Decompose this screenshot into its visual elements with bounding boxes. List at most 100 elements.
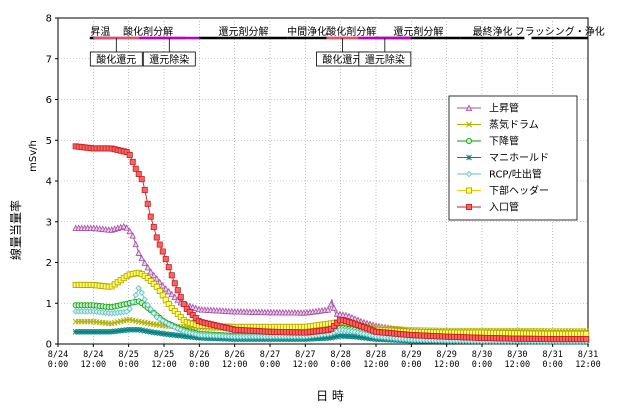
y-tick-label: 8 bbox=[46, 14, 52, 25]
phase-label: 昇温 bbox=[90, 26, 110, 38]
series-layer bbox=[72, 143, 590, 345]
x-tick-time: 0:00 bbox=[472, 360, 492, 370]
legend-label: マニホールド bbox=[489, 152, 549, 164]
data-point bbox=[138, 176, 145, 183]
phase-label: 還元剤分解 bbox=[393, 25, 443, 38]
x-tick-date: 8/30 bbox=[507, 350, 527, 360]
data-point bbox=[171, 293, 179, 300]
data-point bbox=[171, 308, 178, 315]
data-point bbox=[156, 241, 163, 248]
data-point bbox=[135, 249, 142, 256]
y-tick-label: 4 bbox=[46, 177, 52, 188]
data-point bbox=[180, 301, 187, 308]
legend-entry: マニホールド bbox=[457, 152, 549, 164]
series-square-filled bbox=[72, 143, 590, 343]
x-tick-time: 12:00 bbox=[363, 360, 389, 370]
legend-entry: 下降管 bbox=[457, 135, 519, 148]
data-point bbox=[156, 315, 163, 323]
x-tick-date: 8/31 bbox=[542, 350, 562, 360]
data-point bbox=[189, 311, 196, 318]
data-point bbox=[153, 314, 160, 321]
x-axis-ticks: 8/240:008/2412:008/250:008/2512:008/260:… bbox=[48, 344, 601, 370]
data-point bbox=[327, 300, 335, 308]
data-point bbox=[324, 306, 332, 313]
data-point bbox=[177, 326, 184, 334]
y-axis-ticks: 0 1 2 3 4 5 6 7 8 bbox=[46, 14, 58, 351]
data-point bbox=[583, 330, 590, 337]
data-point bbox=[171, 280, 178, 287]
data-point bbox=[126, 151, 133, 158]
data-point bbox=[132, 165, 139, 172]
legend-label: 入口管 bbox=[489, 201, 519, 214]
data-point bbox=[153, 234, 160, 241]
data-point bbox=[135, 170, 142, 177]
data-point bbox=[150, 224, 157, 231]
data-point bbox=[141, 186, 148, 193]
sub-phase-label: 酸化還元 bbox=[96, 53, 136, 66]
data-point bbox=[168, 290, 176, 298]
y-axis-label: 線量当量率 bbox=[8, 200, 23, 260]
data-point bbox=[174, 287, 181, 294]
data-point bbox=[174, 311, 181, 318]
y-tick-label: 3 bbox=[46, 217, 52, 228]
x-tick-date: 8/28 bbox=[330, 350, 350, 360]
x-tick-date: 8/27 bbox=[260, 350, 280, 360]
data-point bbox=[186, 308, 193, 315]
data-point bbox=[583, 336, 590, 343]
x-tick-date: 8/25 bbox=[154, 350, 174, 360]
y-tick-label: 6 bbox=[46, 95, 52, 106]
x-tick-time: 0:00 bbox=[401, 360, 421, 370]
data-point bbox=[177, 314, 184, 321]
x-tick-time: 12:00 bbox=[434, 360, 460, 370]
y-tick-label: 7 bbox=[46, 54, 52, 65]
data-point bbox=[165, 287, 173, 295]
data-point bbox=[165, 264, 172, 271]
legend-marker bbox=[465, 170, 473, 178]
x-tick-date: 8/31 bbox=[578, 350, 598, 360]
data-point bbox=[138, 254, 145, 262]
legend-label: 上昇管 bbox=[489, 102, 519, 115]
data-point bbox=[120, 222, 127, 230]
x-tick-time: 0:00 bbox=[118, 360, 138, 370]
phase-label: 還元剤分解 bbox=[219, 25, 269, 38]
data-point bbox=[150, 271, 158, 279]
data-point bbox=[330, 304, 338, 311]
legend-label: RCP/吐出管 bbox=[489, 168, 542, 181]
x-tick-time: 12:00 bbox=[575, 360, 601, 370]
data-point bbox=[144, 263, 151, 271]
legend-entry: 上昇管 bbox=[457, 102, 519, 115]
legend-entry: 蒸気ドラム bbox=[457, 118, 539, 131]
x-tick-date: 8/28 bbox=[366, 350, 386, 360]
sub-phase-box bbox=[358, 51, 412, 67]
x-tick-time: 12:00 bbox=[222, 360, 248, 370]
x-tick-date: 8/29 bbox=[436, 350, 456, 360]
sub-phase-box bbox=[89, 51, 143, 67]
sub-phase-label: 酸化還元 bbox=[322, 53, 362, 66]
data-point bbox=[147, 213, 154, 220]
x-tick-date: 8/25 bbox=[118, 350, 138, 360]
x-tick-date: 8/29 bbox=[401, 350, 421, 360]
legend-marker bbox=[465, 137, 472, 144]
data-point bbox=[135, 285, 142, 292]
legend-marker bbox=[465, 187, 472, 194]
data-point bbox=[147, 268, 154, 275]
data-point bbox=[153, 283, 160, 290]
x-tick-date: 8/26 bbox=[224, 350, 244, 360]
phase-label: 最終浄化 bbox=[473, 25, 513, 38]
sub-phase-box bbox=[142, 51, 196, 67]
x-tick-time: 12:00 bbox=[505, 360, 531, 370]
x-tick-date: 8/24 bbox=[83, 350, 103, 360]
data-point bbox=[150, 310, 157, 317]
data-point bbox=[177, 294, 184, 301]
legend-marker bbox=[466, 121, 472, 128]
phase-label: フラッシング・浄化 bbox=[515, 25, 605, 38]
data-point bbox=[129, 158, 136, 165]
data-point bbox=[126, 227, 133, 235]
data-point bbox=[144, 200, 151, 207]
data-point bbox=[183, 305, 190, 312]
data-point bbox=[132, 240, 139, 248]
x-tick-time: 12:00 bbox=[293, 360, 319, 370]
data-point bbox=[123, 224, 130, 231]
legend-label: 下降管 bbox=[489, 135, 519, 148]
